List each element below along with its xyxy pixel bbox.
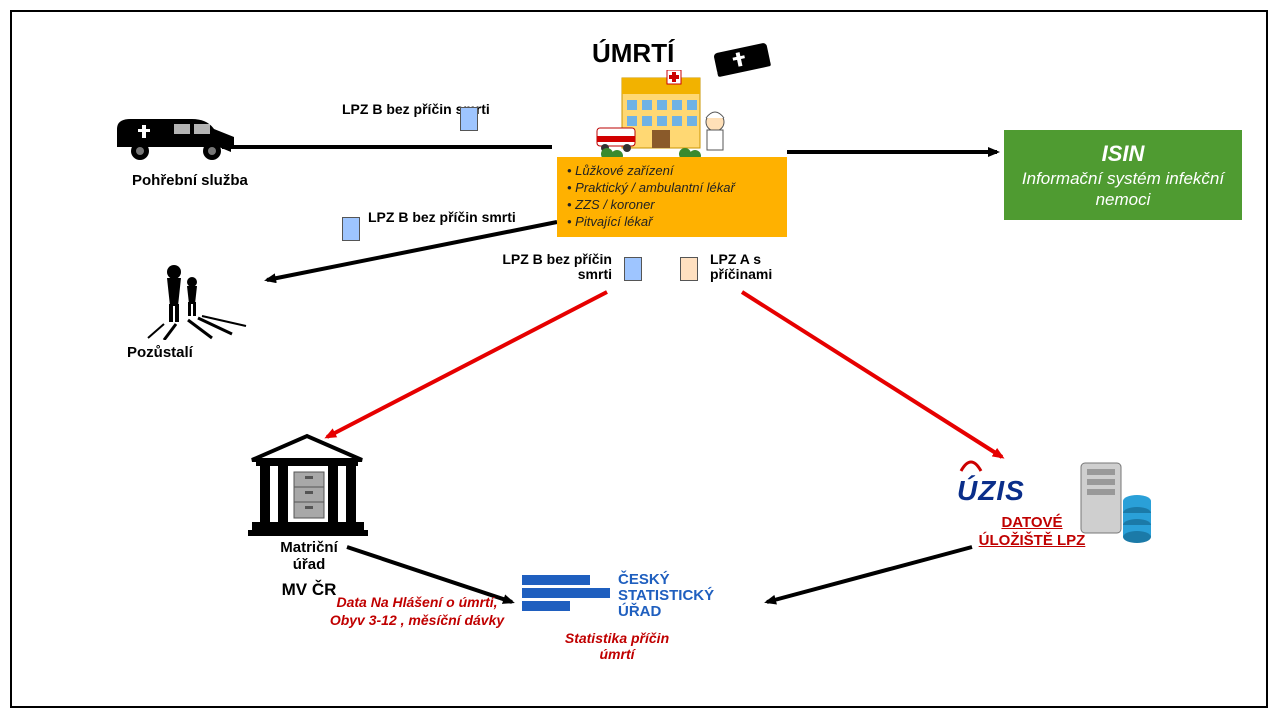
doc-icon: [342, 217, 360, 241]
doc-icon: [624, 257, 642, 281]
edge-label-survivors: LPZ B bez příčin smrti: [368, 210, 518, 225]
uzis-text: ÚZIS: [957, 475, 1025, 507]
csu-logo: ČESKÝSTATISTICKÝÚŘAD: [522, 572, 714, 619]
hospital-item: • Praktický / ambulantní lékař: [567, 180, 777, 197]
uzis-caption: DATOVÉ ÚLOŽIŠTĚ LPZ: [967, 514, 1097, 550]
csu-name: ČESKÝSTATISTICKÝÚŘAD: [618, 572, 714, 619]
hospital-sources-box: • Lůžkové zařízení • Praktický / ambulan…: [557, 157, 787, 237]
edge-label-data: Data Na Hlášení o úmrtí, Obyv 3-12 , měs…: [327, 594, 507, 629]
diagram-frame: ÚMRTÍ: [10, 10, 1268, 708]
hearse-icon: [112, 107, 242, 172]
hospital-item: • Pitvající lékař: [567, 214, 777, 231]
registry-caption: Matriční úřad: [264, 540, 354, 573]
hospital-icon: [567, 70, 767, 165]
edge-label-lpzb: LPZ B bez příčin smrti: [502, 252, 612, 283]
page-title: ÚMRTÍ: [592, 38, 674, 69]
hospital-item: • ZZS / koroner: [567, 197, 777, 214]
hospital-item: • Lůžkové zařízení: [567, 163, 777, 180]
edge-label-lpza: LPZ A s příčinami: [710, 252, 820, 283]
isin-subtitle: Informační systém infekční nemoci: [1018, 168, 1228, 211]
funeral-caption: Pohřební služba: [132, 172, 248, 189]
doc-icon: [680, 257, 698, 281]
survivors-caption: Pozůstalí: [127, 344, 193, 361]
csu-caption: Statistika příčin úmrtí: [557, 630, 677, 662]
isin-box: ISIN Informační systém infekční nemoci: [1004, 130, 1242, 220]
survivors-icon: [142, 260, 252, 345]
isin-title: ISIN: [1018, 140, 1228, 168]
registry-icon: [242, 432, 372, 547]
doc-icon: [460, 107, 478, 131]
uzis-logo: ÚZIS: [957, 457, 1025, 507]
